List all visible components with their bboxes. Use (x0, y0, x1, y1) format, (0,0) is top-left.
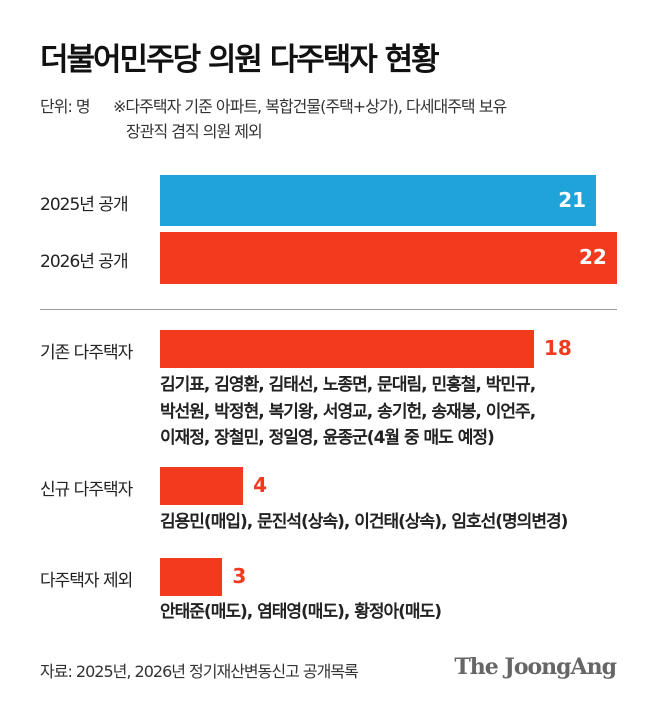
data-label: 3 (232, 564, 247, 588)
data-label: 18 (543, 336, 572, 360)
bar (160, 558, 223, 596)
note-line-1: ※다주택자 기준 아파트, 복합건물(주택+상가), 다세대주택 보유 (113, 97, 507, 116)
chart-title: 더불어민주당 의원 다주택자 현황 (40, 42, 440, 78)
names-line: 이재정, 장철민, 정일영, 윤종군(4월 중 매도 예정) (160, 428, 495, 448)
bar (160, 330, 534, 368)
divider (40, 309, 617, 310)
note-line-2: 장관직 겸직 의원 제외 (126, 122, 263, 141)
names-line: 김기표, 김영환, 김태선, 노종면, 문대림, 민홍철, 박민규, (160, 375, 536, 395)
names-line: 김용민(매입), 문진석(상속), 이건태(상속), 임호선(명의변경) (160, 512, 568, 532)
category-label: 다주택자 제외 (40, 571, 133, 591)
names-line: 안태준(매도), 염태영(매도), 황정아(매도) (160, 602, 442, 622)
category-label: 신규 다주택자 (40, 480, 133, 500)
unit-label: 단위: 명 (40, 97, 91, 116)
existing-names: 김기표, 김영환, 김태선, 노종면, 문대림, 민홍철, 박민규, 박선원, … (160, 372, 536, 452)
data-label: 4 (253, 473, 267, 497)
category-label: 기존 다주택자 (40, 343, 133, 363)
bar (160, 467, 244, 505)
names-line: 박선원, 박정현, 복기왕, 서영교, 송기헌, 송재봉, 이언주, (160, 401, 536, 422)
publisher-logo: The JoongAng (454, 654, 617, 680)
excluded-names: 안태준(매도), 염태영(매도), 황정아(매도) (160, 599, 442, 626)
category-label: 2026년 공개 (40, 252, 129, 272)
category-label: 2025년 공개 (40, 194, 129, 215)
new-names: 김용민(매입), 문진석(상속), 이건태(상속), 임호선(명의변경) (160, 509, 568, 536)
data-label: 22 (579, 245, 607, 269)
bar (160, 232, 617, 284)
source: 자료: 2025년, 2026년 정기재산변동신고 공개목록 (40, 662, 359, 681)
bar (160, 175, 597, 226)
data-label: 21 (558, 187, 587, 212)
